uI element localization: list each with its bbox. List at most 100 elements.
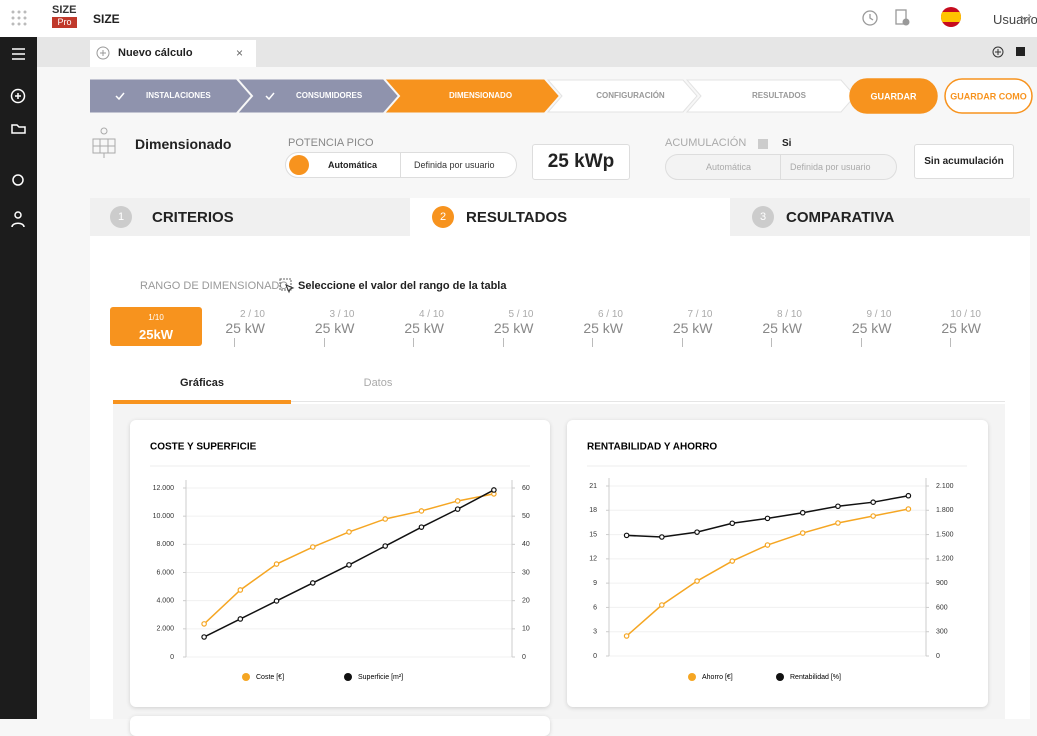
power-auto[interactable]: Automática [328,160,378,170]
data-point [346,529,352,535]
range-tick [502,338,504,347]
range-tick [860,338,862,347]
tick-label: 21 [589,483,597,490]
data-point [346,562,352,568]
range-option[interactable]: 3 / 10 25 kW [275,309,355,349]
range-option-selected[interactable]: 1/10 25kW [110,307,202,346]
tab-close[interactable]: × [236,46,244,60]
tick-label: 4.000 [156,598,174,605]
document-tab[interactable]: Nuevo cálculo × [90,40,256,67]
range-value: 25 kW [493,320,534,336]
result-tab[interactable]: 1 CRITERIOS [90,198,410,236]
tick-label: 6 [593,604,597,611]
data-point [694,578,700,584]
button[interactable] [944,78,1033,114]
tick-label: 6.000 [156,569,174,576]
range-option[interactable]: 9 / 10 25 kW [812,309,892,349]
data-point [418,508,425,514]
data-point [454,506,461,512]
subtab-charts[interactable]: Gráficas [179,377,225,389]
flag-es[interactable] [940,6,962,28]
data-point [659,602,665,608]
range-value: 25kW [139,327,173,342]
card-next [130,716,550,736]
tick-label: 1.500 [936,531,954,538]
power-value: 25 kWp [532,144,630,180]
power-user[interactable]: Definida por usuario [414,160,495,170]
tick-label: 0 [170,654,174,661]
step[interactable] [385,79,559,113]
data-point [764,542,771,548]
range-option[interactable]: 8 / 10 25 kW [722,309,802,349]
range-index: 1/10 [148,313,164,322]
range-value: 25 kW [672,320,713,336]
tick-label: 0 [936,653,940,660]
range-tick [681,338,683,347]
settings-icon[interactable] [12,174,24,186]
tick-label: 15 [589,531,597,538]
range-value: 25 kW [941,320,981,336]
power-toggle[interactable]: Automática Definida por usuario [285,152,517,178]
acc-auto[interactable]: Automática [706,162,752,172]
fullscreen-icon[interactable] [1016,47,1025,56]
range-option[interactable]: 2 / 10 25 kW [185,309,265,349]
range-tick [771,338,772,347]
steps-bar: INSTALACIONES CONSUMIDORES DIMENSIONADO CON… [90,78,1033,114]
solar-icon [92,127,116,158]
button[interactable] [849,78,938,114]
range-option[interactable]: 7 / 10 25 kW [633,309,713,349]
tick-label: 10.000 [153,513,175,520]
step[interactable] [238,79,398,113]
tick-label: 50 [522,513,530,520]
range-index: 6 / 10 [597,309,623,320]
acc-user[interactable]: Definida por usuario [790,162,871,172]
tick-label: 600 [936,604,948,611]
legend-label: Superficie [m²] [358,674,403,681]
data-point [273,561,280,567]
range-option[interactable]: 5 / 10 25 kW [454,309,534,349]
divider [400,153,401,177]
users-icon[interactable] [11,211,25,228]
range-option[interactable]: 4 / 10 25 kW [364,309,444,349]
range-index: 5 / 10 [508,309,534,320]
tab-label: COMPARATIVA [786,209,895,226]
menu-icon[interactable] [12,48,25,60]
range-option[interactable]: 10 / 10 25 kW [901,309,981,349]
result-tab[interactable]: 3 COMPARATIVA [730,198,1030,236]
step-label: CONSUMIDORES [296,91,363,100]
result-tab[interactable]: 2 RESULTADOS [410,198,730,236]
apps-icon[interactable] [10,9,28,27]
cursor-icon [279,278,295,294]
acc-checkbox[interactable] [758,139,768,149]
tab-number: 1 [110,206,132,228]
page: {"topbar":{"logo":"SIZE","logo_badge":"P… [0,4,1037,719]
new-icon[interactable] [10,88,26,104]
range-label: RANGO DE DIMENSIONADO [140,280,288,292]
range-tick [323,338,325,347]
folder-icon[interactable] [11,124,26,134]
check-icon [265,92,275,101]
range-option[interactable]: 6 / 10 25 kW [543,309,623,349]
sidebar-icons [10,48,26,228]
step[interactable] [90,79,251,113]
range-hint: Seleccione el valor del rango de la tabl… [298,280,507,292]
subtab-data[interactable]: Datos [363,377,393,389]
user-menu[interactable]: Usuario [993,12,1037,27]
data-point [799,530,806,536]
acc-toggle[interactable]: Automática Definida por usuario [665,154,897,180]
legend-swatch [688,673,696,681]
tick-label: 12.000 [153,485,175,492]
range-value: 25 kW [851,320,892,336]
step[interactable] [685,79,856,113]
range-value: 25 kW [762,320,802,336]
acc-button[interactable]: Sin acumulación [914,144,1014,179]
logo-badge: Pro [52,17,77,28]
tick-label: 12 [589,556,597,563]
data-point [870,513,876,519]
history-icon[interactable] [860,8,880,28]
step[interactable] [546,79,698,113]
data-point [729,558,736,564]
data-point [454,498,461,504]
chevron[interactable] [1020,15,1032,23]
doc-icon[interactable] [893,8,911,28]
